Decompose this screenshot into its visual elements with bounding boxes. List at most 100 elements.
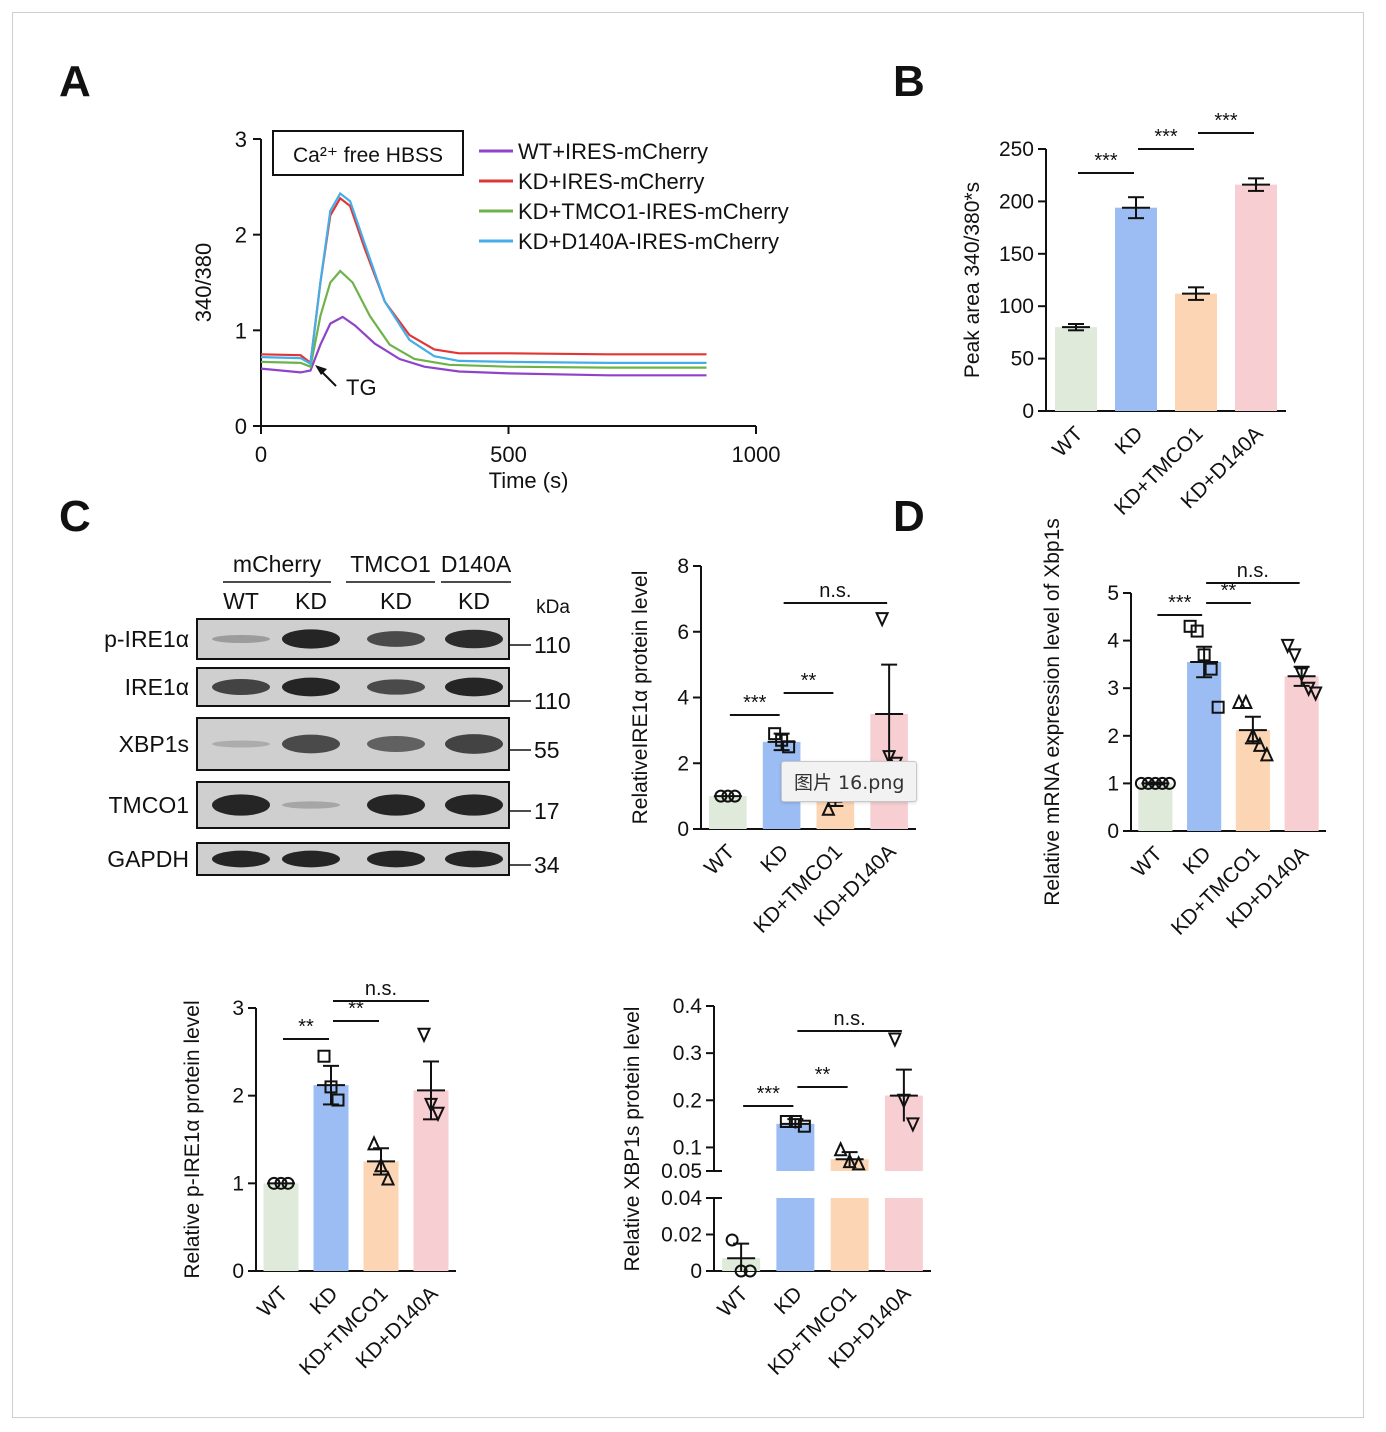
bar-lower — [776, 1198, 815, 1271]
bar-lower — [884, 1198, 923, 1271]
y-tick-label: 100 — [999, 295, 1034, 318]
significance-label: ** — [298, 1016, 314, 1038]
blot-group-label: D140A — [441, 551, 512, 577]
data-point-triangle — [821, 800, 836, 816]
blot-band — [367, 631, 425, 647]
blot-band — [212, 794, 270, 816]
panel-letter-B: B — [893, 57, 925, 106]
blot-band — [282, 850, 340, 868]
bar — [1235, 730, 1270, 831]
bar — [1284, 676, 1319, 831]
data-point-triangle — [366, 1134, 382, 1151]
data-point-triangle-down — [905, 1117, 920, 1133]
x-tick-label: KD — [306, 1282, 343, 1319]
y-tick-label: 0.2 — [673, 1089, 702, 1112]
blot-kda-label: 34 — [534, 852, 560, 878]
y-tick-label: 1 — [235, 318, 247, 343]
blot-band — [445, 850, 503, 868]
data-point-triangle — [851, 1155, 866, 1171]
x-tick-label: WT — [700, 840, 739, 879]
legend-label: KD+D140A-IRES-mCherry — [518, 229, 779, 254]
data-point-circle — [725, 1233, 739, 1247]
y-tick-label: 0.1 — [673, 1136, 702, 1159]
data-point-triangle — [1238, 693, 1253, 709]
significance-label: *** — [1214, 110, 1238, 132]
data-point-triangle — [1252, 736, 1267, 752]
blot-lane-label: KD — [458, 588, 490, 614]
bar — [1115, 207, 1157, 411]
blot-band — [367, 735, 425, 753]
bar — [1175, 293, 1217, 411]
blot-band — [282, 629, 340, 649]
x-tick-label: WT — [1128, 842, 1167, 881]
y-tick-label: 0.4 — [673, 995, 703, 1018]
significance-label: ** — [1221, 580, 1237, 602]
bar — [363, 1161, 399, 1271]
data-point-triangle — [380, 1170, 396, 1186]
blot-kda-label: 17 — [534, 798, 560, 824]
blot-band — [212, 850, 270, 868]
legend-label: KD+IRES-mCherry — [518, 169, 704, 194]
y-tick-label: 2 — [677, 752, 689, 775]
x-tick-label: 0 — [255, 442, 267, 467]
y-tick-label: 0 — [1107, 820, 1119, 843]
significance-label: ** — [348, 998, 364, 1020]
x-tick-label: 500 — [490, 442, 527, 467]
series-line — [260, 191, 707, 366]
y-tick-label: 4 — [1107, 630, 1119, 653]
panel-letter-A: A — [59, 57, 91, 106]
bar — [1187, 662, 1222, 831]
bar — [263, 1183, 299, 1271]
blot-band — [367, 794, 425, 816]
blot-protein-label: GAPDH — [107, 846, 189, 872]
y-tick-label: 0 — [232, 1260, 244, 1283]
bar — [1235, 184, 1277, 411]
blot-protein-label: XBP1s — [119, 731, 189, 757]
blot-kda-label: 55 — [534, 737, 560, 763]
annotation-arrowhead — [315, 365, 327, 375]
significance-label: *** — [1168, 592, 1192, 614]
bar — [413, 1090, 449, 1271]
blot-protein-label: IRE1α — [125, 674, 189, 700]
annotation-label: TG — [346, 375, 377, 400]
y-tick-label: 5 — [1107, 582, 1119, 605]
bar-lower — [830, 1198, 869, 1271]
y-tick-label: 0.05 — [661, 1160, 702, 1183]
data-point-square — [1211, 700, 1225, 714]
line-chart-A: 0 1 2 3 0 500 1000 Time (s) 340/380 Ca²⁺ free HBS… — [191, 127, 789, 493]
blot-band — [282, 677, 340, 697]
data-point-triangle — [1259, 745, 1274, 762]
legend-label: WT+IRES-mCherry — [518, 139, 708, 164]
x-tick-label: WT — [713, 1282, 752, 1321]
blot-band — [445, 734, 503, 754]
data-point-triangle-down — [416, 1027, 432, 1044]
blot-protein-label: p-IRE1α — [104, 626, 189, 652]
blot-kda-header: kDa — [536, 597, 570, 618]
series-line — [260, 315, 707, 377]
western-blot: mCherry TMCO1 D140A WT KD KD KD kDa p-IRE1α 110 IR… — [104, 551, 571, 878]
data-point-square — [779, 1115, 793, 1128]
data-point-circle — [743, 1264, 757, 1278]
significance-label: n.s. — [365, 978, 397, 1000]
condition-box — [272, 130, 464, 176]
data-point-triangle-down — [430, 1106, 446, 1123]
data-point-square — [317, 1049, 331, 1063]
data-point-triangle-down — [1287, 648, 1302, 664]
data-point-triangle — [833, 1140, 848, 1157]
y-tick-label: 0.3 — [673, 1042, 702, 1065]
data-point-triangle-down — [875, 612, 890, 628]
blot-band — [212, 679, 270, 695]
y-tick-label: 3 — [235, 127, 247, 152]
significance-label: n.s. — [819, 580, 851, 602]
blot-lane-label: KD — [380, 588, 412, 614]
y-tick-label: 1 — [232, 1172, 244, 1195]
significance-label: n.s. — [834, 1008, 866, 1030]
significance-label: *** — [1094, 150, 1118, 172]
y-tick-label: 1 — [1107, 772, 1119, 795]
y-tick-label: 2 — [1107, 725, 1119, 748]
y-tick-label: 50 — [1011, 348, 1034, 371]
y-tick-label: 0 — [677, 818, 689, 841]
